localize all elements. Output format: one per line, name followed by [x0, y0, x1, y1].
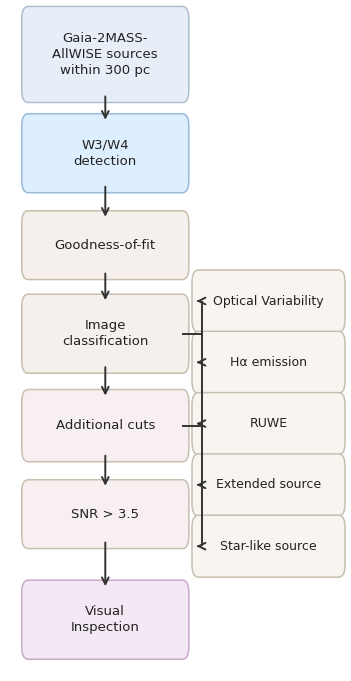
Text: Optical Variability: Optical Variability: [213, 294, 324, 308]
FancyBboxPatch shape: [192, 270, 345, 332]
Text: Star-like source: Star-like source: [220, 539, 317, 553]
Text: SNR > 3.5: SNR > 3.5: [71, 507, 139, 521]
FancyBboxPatch shape: [22, 580, 189, 659]
FancyBboxPatch shape: [22, 6, 189, 103]
FancyBboxPatch shape: [22, 294, 189, 373]
FancyBboxPatch shape: [192, 392, 345, 455]
FancyBboxPatch shape: [22, 211, 189, 280]
Text: RUWE: RUWE: [250, 417, 287, 430]
FancyBboxPatch shape: [22, 390, 189, 462]
FancyBboxPatch shape: [22, 479, 189, 549]
Text: Gaia-2MASS-
AllWISE sources
within 300 pc: Gaia-2MASS- AllWISE sources within 300 p…: [53, 32, 158, 77]
Text: Hα emission: Hα emission: [230, 355, 307, 369]
Text: Extended source: Extended source: [216, 478, 321, 492]
FancyBboxPatch shape: [192, 515, 345, 577]
FancyBboxPatch shape: [192, 454, 345, 516]
FancyBboxPatch shape: [22, 114, 189, 193]
FancyBboxPatch shape: [192, 332, 345, 394]
Text: Goodness-of-fit: Goodness-of-fit: [55, 238, 156, 252]
Text: W3/W4
detection: W3/W4 detection: [74, 139, 137, 168]
Text: Additional cuts: Additional cuts: [55, 419, 155, 432]
Text: Visual
Inspection: Visual Inspection: [71, 605, 140, 634]
Text: Image
classification: Image classification: [62, 319, 148, 348]
